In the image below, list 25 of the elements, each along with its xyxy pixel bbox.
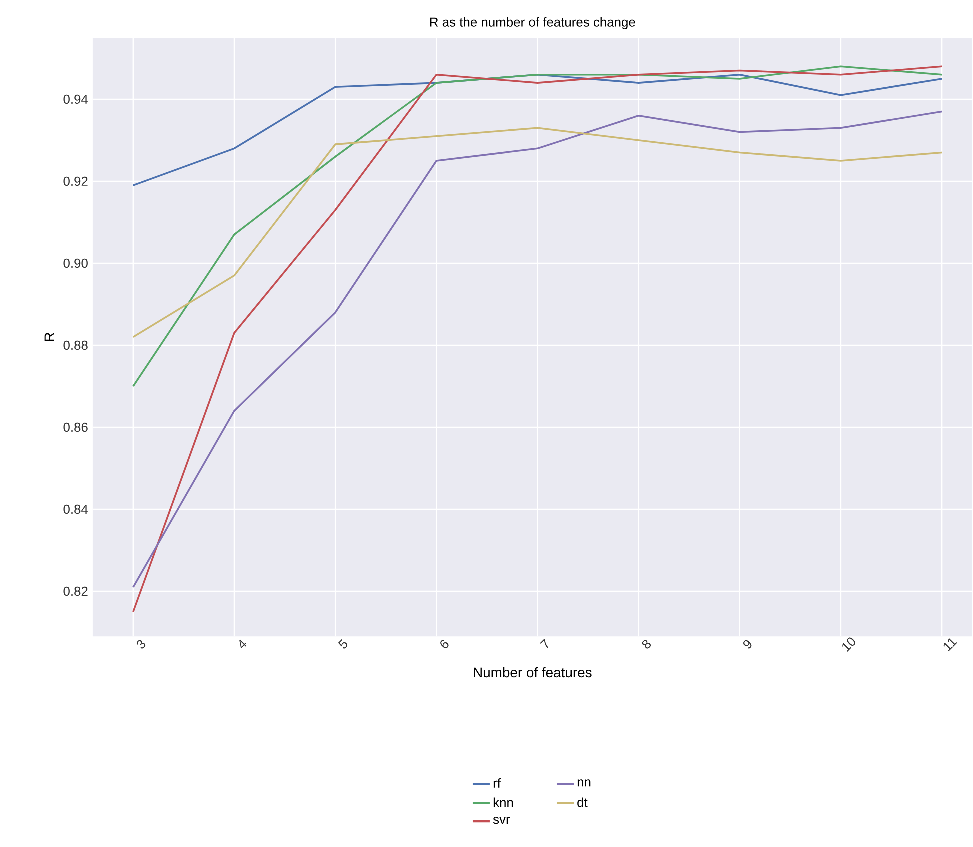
x-tick-label: 11 — [944, 638, 958, 652]
legend-label: nn — [578, 779, 591, 786]
y-tick-label: 0.88 — [64, 340, 88, 350]
y-tick-label: 0.92 — [64, 176, 88, 186]
x-tick-label: 4 — [240, 640, 247, 648]
x-tick-label: 3 — [136, 640, 146, 649]
legend-label: svr — [493, 816, 510, 824]
y-tick-label: 0.86 — [64, 422, 88, 432]
x-tick-label: 10 — [842, 638, 856, 652]
x-axis-title: Number of features — [474, 667, 592, 678]
legend-label: knn — [494, 798, 514, 807]
line-series — [132, 66, 943, 388]
x-tick-label: 8 — [642, 640, 652, 649]
legend-label: dt — [578, 798, 588, 808]
y-tick-label: 0.84 — [64, 504, 88, 514]
chart-title: R as the number of features change — [430, 17, 636, 30]
x-tick-label: 9 — [744, 640, 752, 649]
y-tick-label: 0.94 — [64, 94, 88, 104]
y-tick-label: 0.82 — [64, 586, 88, 596]
legend-label: rf — [494, 778, 501, 788]
y-axis-title: R — [44, 332, 54, 341]
y-tick-label: 0.90 — [64, 258, 88, 268]
x-tick-label: 5 — [338, 639, 348, 648]
x-tick-label: 6 — [440, 640, 449, 648]
x-tick-label: 7 — [540, 638, 549, 648]
